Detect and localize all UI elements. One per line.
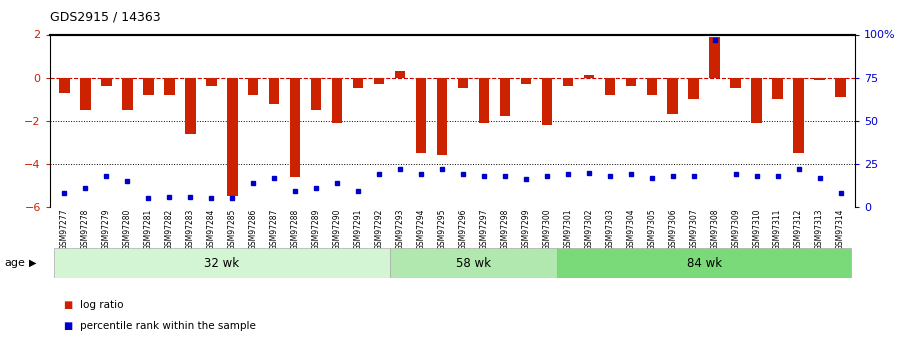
Bar bbox=[122, 78, 133, 110]
Text: ■: ■ bbox=[63, 300, 72, 310]
Text: 32 wk: 32 wk bbox=[205, 257, 239, 269]
Bar bbox=[689, 78, 699, 99]
Bar bbox=[81, 78, 91, 110]
Bar bbox=[101, 78, 111, 86]
Bar bbox=[458, 78, 468, 88]
Bar bbox=[437, 78, 447, 155]
Bar bbox=[584, 76, 594, 78]
Bar bbox=[605, 78, 615, 95]
Text: percentile rank within the sample: percentile rank within the sample bbox=[80, 321, 255, 331]
Bar bbox=[557, 248, 851, 278]
Bar bbox=[332, 78, 342, 123]
Bar bbox=[389, 248, 557, 278]
Bar bbox=[395, 71, 405, 78]
Bar bbox=[646, 78, 657, 95]
Bar bbox=[500, 78, 510, 117]
Text: 84 wk: 84 wk bbox=[687, 257, 722, 269]
Bar bbox=[542, 78, 552, 125]
Bar bbox=[54, 248, 389, 278]
Bar bbox=[143, 78, 154, 95]
Bar bbox=[814, 78, 824, 80]
Bar bbox=[290, 78, 300, 177]
Bar bbox=[269, 78, 280, 104]
Bar bbox=[164, 78, 175, 95]
Text: age: age bbox=[5, 258, 25, 268]
Bar bbox=[751, 78, 762, 123]
Bar bbox=[185, 78, 195, 134]
Bar bbox=[625, 78, 636, 86]
Bar bbox=[374, 78, 385, 84]
Bar bbox=[59, 78, 70, 93]
Bar bbox=[311, 78, 321, 110]
Bar bbox=[710, 37, 720, 78]
Text: 58 wk: 58 wk bbox=[456, 257, 491, 269]
Bar bbox=[206, 78, 216, 86]
Bar bbox=[479, 78, 490, 123]
Bar bbox=[794, 78, 804, 153]
Bar bbox=[730, 78, 741, 88]
Bar bbox=[415, 78, 426, 153]
Text: GDS2915 / 14363: GDS2915 / 14363 bbox=[50, 10, 160, 23]
Bar bbox=[835, 78, 846, 97]
Text: ▶: ▶ bbox=[29, 258, 36, 268]
Bar bbox=[227, 78, 237, 196]
Bar bbox=[563, 78, 573, 86]
Bar bbox=[353, 78, 363, 88]
Bar bbox=[248, 78, 259, 95]
Bar bbox=[772, 78, 783, 99]
Bar bbox=[668, 78, 678, 114]
Text: log ratio: log ratio bbox=[80, 300, 123, 310]
Text: ■: ■ bbox=[63, 321, 72, 331]
Bar bbox=[520, 78, 531, 84]
